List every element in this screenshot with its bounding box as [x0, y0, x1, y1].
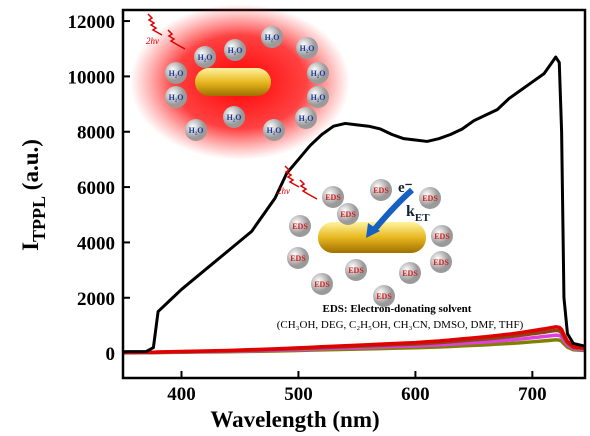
molecule-label: EDS [325, 193, 341, 202]
y-tick-label: 0 [106, 344, 116, 365]
molecule-label: EDS [340, 210, 356, 219]
y-label-unit: (a.u.) [18, 139, 43, 196]
photon-label: 2hν [277, 186, 290, 196]
molecule-label: H₂O [228, 46, 243, 55]
molecule-label: H₂O [311, 93, 326, 102]
chart: 400500600700020004000600080001000012000 … [0, 0, 590, 436]
molecule-label: H₂O [311, 69, 326, 78]
molecule-label: H₂O [169, 93, 184, 102]
molecule-label: EDS [314, 280, 330, 289]
y-label-sub: TPPL [29, 196, 49, 242]
y-tick-label: 6000 [77, 178, 115, 199]
molecule-label: H₂O [169, 69, 184, 78]
y-tick-label: 12000 [68, 12, 116, 33]
x-tick-label: 700 [518, 384, 547, 405]
solvent-list: (CH₃OH, DEG, C₂H₅OH, CH₃CN, DMSO, DMF, T… [277, 319, 524, 331]
y-label-main: I [18, 242, 43, 251]
molecule-label: EDS [290, 254, 306, 263]
x-tick-label: 600 [401, 384, 430, 405]
molecule-label: EDS [348, 266, 364, 275]
molecule-label: H₂O [198, 53, 213, 62]
y-tick-label: 4000 [77, 233, 115, 254]
molecule-label: EDS [292, 222, 308, 231]
molecule-label: EDS [373, 186, 389, 195]
electron-label: e⁻ [398, 180, 413, 196]
molecule-label: H₂O [267, 126, 282, 135]
molecule-label: H₂O [227, 113, 242, 122]
molecule-label: EDS [402, 269, 418, 278]
water-inset: 2hν H₂O H₂O H₂O H₂O H₂O H₂O H₂O H₂O H₂O H₂O H₂O H₂O [130, 4, 350, 160]
x-tick-label: 500 [284, 384, 313, 405]
photon-arrow [300, 180, 317, 199]
molecule-label: EDS [422, 194, 438, 203]
molecule-label: EDS [434, 232, 450, 241]
molecule-label: H₂O [300, 44, 315, 53]
photon-label: 2hν [146, 36, 159, 46]
rate-sub: ET [415, 212, 430, 224]
x-tick-label: 400 [167, 384, 196, 405]
y-axis-label: ITPPL (a.u.) [18, 139, 49, 251]
y-tick-label: 2000 [77, 289, 115, 310]
y-tick-label: 8000 [77, 123, 115, 144]
molecule-label: EDS [376, 292, 392, 301]
molecule-label: H₂O [299, 114, 314, 123]
molecule-label: H₂O [189, 126, 204, 135]
y-tick-label: 10000 [68, 67, 116, 88]
molecule-label: EDS [433, 258, 449, 267]
nanorod [195, 68, 271, 96]
x-axis-label: Wavelength (nm) [210, 407, 379, 432]
eds-caption: EDS: Electron-donating solvent [323, 303, 472, 315]
rate-main: k [406, 203, 415, 220]
molecule-label: H₂O [265, 33, 280, 42]
eds-inset: 2hν e⁻ kET EDS: Electron-donating solven… [277, 166, 524, 331]
